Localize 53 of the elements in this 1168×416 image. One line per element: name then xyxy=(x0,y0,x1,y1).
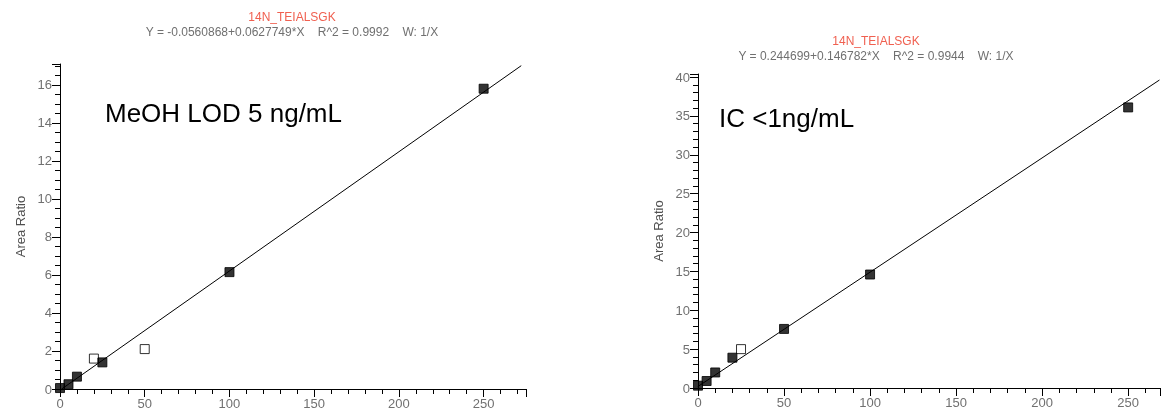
x-tick-label: 0 xyxy=(56,396,64,411)
y-tick-label: 20 xyxy=(675,225,690,241)
y-tick-label: 2 xyxy=(44,343,52,359)
y-tick-label: 8 xyxy=(44,229,52,245)
y-tick-label: 10 xyxy=(675,302,690,318)
y-tick-label: 40 xyxy=(675,69,690,85)
point xyxy=(88,353,99,364)
point xyxy=(139,344,150,355)
annotation: MeOH LOD 5 ng/mL xyxy=(105,98,342,128)
x-tick-label: 250 xyxy=(1117,395,1140,410)
x-tick-label: 250 xyxy=(472,396,495,411)
x-tick-label: 50 xyxy=(776,395,792,410)
y-tick-label: 4 xyxy=(44,305,52,321)
x-tick-label: 0 xyxy=(694,395,702,410)
point xyxy=(701,376,712,387)
y-tick-label: 16 xyxy=(37,77,52,93)
point xyxy=(736,344,747,355)
chart-title: 14N_TEIALSGK xyxy=(248,10,336,24)
point xyxy=(1123,102,1134,113)
x-tick-label: 200 xyxy=(388,396,410,411)
y-axis-title: Area Ratio xyxy=(650,200,666,262)
y-tick-label: 10 xyxy=(37,191,52,207)
y-tick-label: 25 xyxy=(675,186,690,202)
x-tick-label: 100 xyxy=(859,395,881,410)
point xyxy=(97,357,108,368)
y-tick-label: 35 xyxy=(675,108,690,124)
point xyxy=(710,367,721,378)
chart-title: 14N_TEIALSGK xyxy=(832,34,920,48)
chart-subtitle: Y = -0.0560868+0.0627749*X R^2 = 0.9992 W: 1/X xyxy=(145,25,439,39)
x-tick-label: 100 xyxy=(218,396,241,411)
y-tick-label: 14 xyxy=(37,115,52,131)
point xyxy=(478,83,489,94)
point xyxy=(779,323,790,334)
y-tick-label: 15 xyxy=(675,263,690,279)
x-tick-label: 150 xyxy=(303,396,326,411)
y-tick-label: 12 xyxy=(37,153,52,169)
y-tick-label: 0 xyxy=(44,381,52,397)
point xyxy=(727,352,738,363)
y-tick-label: 6 xyxy=(44,267,52,283)
point xyxy=(865,269,876,280)
x-tick-label: 150 xyxy=(945,395,967,410)
point xyxy=(71,371,82,382)
x-tick-label: 200 xyxy=(1031,395,1053,410)
chart-subtitle: Y = 0.244699+0.146782*X R^2 = 0.9944 W: 1/X xyxy=(738,49,1014,63)
y-tick-label: 0 xyxy=(682,380,690,396)
y-tick-label: 30 xyxy=(675,147,690,163)
x-tick-label: 50 xyxy=(137,396,152,411)
point xyxy=(224,267,235,278)
point xyxy=(693,380,703,391)
point xyxy=(63,379,74,390)
annotation: IC <1ng/mL xyxy=(719,103,855,133)
y-tick-label: 5 xyxy=(682,341,690,357)
y-axis-title: Area Ratio xyxy=(12,195,28,258)
